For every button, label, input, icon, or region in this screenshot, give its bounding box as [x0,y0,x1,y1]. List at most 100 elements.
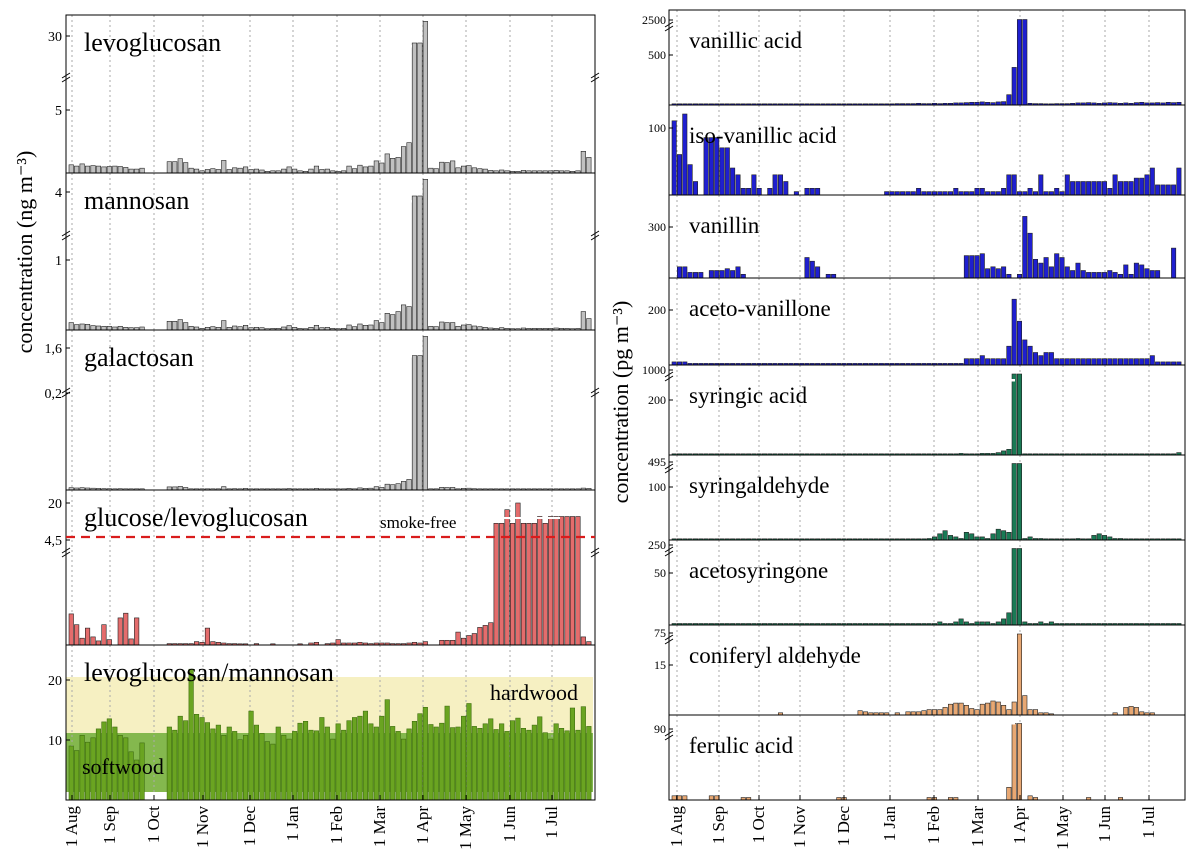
bar-L4-53 [357,715,363,801]
bar-R3-70 [1043,352,1049,366]
bar-R3-90 [1149,355,1155,366]
bar-R3-89 [1144,358,1150,366]
bar-L1-63 [411,195,418,331]
ytick-label-L1-1: 1 [55,254,62,269]
bar-R6-54 [958,618,964,626]
bar-L0-7 [106,166,112,174]
bar-R1-3 [687,164,693,196]
axis-break-l-L3 [61,547,71,558]
bar-L4-78 [493,729,499,801]
bar-R1-66 [1022,191,1028,196]
ytick-label-R4-1: 200 [648,393,666,407]
bar-L3-6 [101,624,107,646]
bar-L3-77 [488,622,494,646]
bar-R1-15 [751,174,757,196]
bar-R2-11 [730,270,736,279]
bar-R2-75 [1070,270,1076,279]
ytick-label-L3-0: 20 [48,497,62,512]
bar-L3-7 [106,639,112,646]
axis-break-r-L1 [590,230,600,241]
bar-L4-81 [509,720,516,801]
bar-L4-55 [368,723,374,801]
bar-L4-88 [548,738,554,801]
bar-R8-8 [714,795,720,801]
bar-R5-81 [1102,535,1108,541]
bar-L4-86 [537,716,543,801]
bar-L0-62 [406,142,412,174]
bar-R3-81 [1102,358,1108,366]
bar-L1-94 [580,311,586,331]
bar-L3-78 [493,522,499,646]
bar-L4-58 [384,699,390,801]
bar-L4-29 [226,726,232,801]
bar-R2-61 [995,268,1001,279]
bar-L3-65 [422,641,428,646]
panel-title-R3: aceto-vanillone [689,296,831,321]
panel-frame-L4 [65,644,596,801]
label-hardwood: hardwood [490,680,578,705]
ytick-label-L0-0: 30 [48,30,62,45]
bar-R1-57 [974,188,980,196]
bar-R2-63 [1006,273,1012,279]
bar-R1-20 [777,174,783,196]
x-tick-label-L-8: 1 Apr [413,806,432,845]
x-tick-label-L-11: 1 Jul [542,806,561,839]
bar-L4-37 [270,743,276,801]
bar-R1-40 [884,191,890,196]
bar-R1-70 [1043,191,1049,196]
bar-L4-64 [417,713,423,801]
bar-L0-28 [221,160,227,174]
bar-R2-79 [1091,272,1097,279]
axis-break-l-R6 [664,546,674,557]
bar-R1-10 [724,147,730,196]
bar-L0-39 [281,168,287,174]
bar-L3-23 [194,641,200,646]
bar-L4-48 [330,738,336,801]
bar-L1-59 [390,314,396,331]
bar-R2-72 [1054,253,1060,279]
bar-R2-69 [1038,262,1044,279]
ytick-label-R0-1: 500 [648,48,666,62]
ytick-label-R7-1: 15 [654,658,666,672]
panel-title-R4: syringic acid [689,383,808,408]
bar-L0-3 [85,165,91,174]
bar-R4-64 [1011,373,1017,456]
bar-R3-87 [1133,358,1139,366]
bar-R3-65 [1016,320,1022,366]
bar-L4-50 [341,729,347,801]
bar-R1-58 [979,188,985,196]
bar-L4-22 [188,668,194,801]
bar-R1-48 [926,191,932,196]
bar-L1-40 [286,325,292,331]
bar-L0-8 [112,165,118,174]
ytick-label-R6-0: 250 [648,538,666,552]
bar-L4-66 [428,724,434,801]
bar-L4-32 [243,734,249,801]
bar-L0-23 [194,168,200,174]
x-tick-label-R-3: 1 Nov [790,806,809,849]
bar-L4-43 [302,720,309,801]
ytick-label-R5-0: 495 [648,455,666,469]
bar-L3-89 [553,516,559,646]
bar-R1-26 [809,188,815,196]
bar-L0-13 [139,167,145,174]
bar-L3-72 [460,637,467,646]
panel-frame-R4 [668,364,1186,456]
bar-L2-62 [406,479,412,491]
annotation-smoke-free: smoke-free [380,513,456,532]
bar-L3-95 [586,641,592,646]
bar-R1-93 [1165,184,1171,196]
bar-L4-51 [346,720,352,801]
bar-L4-72 [460,715,467,801]
bar-R1-91 [1155,184,1161,196]
bar-L3-75 [477,627,483,646]
bar-L4-61 [400,738,407,801]
bar-R2-77 [1080,270,1086,279]
bar-L4-54 [362,710,369,801]
bar-L4-21 [183,720,189,801]
bar-L1-53 [357,323,363,331]
x-tick-label-L-7: 1 Mar [370,806,389,847]
bar-L2-64 [417,355,423,491]
bar-L0-46 [319,169,325,174]
bar-L4-40 [286,738,292,801]
